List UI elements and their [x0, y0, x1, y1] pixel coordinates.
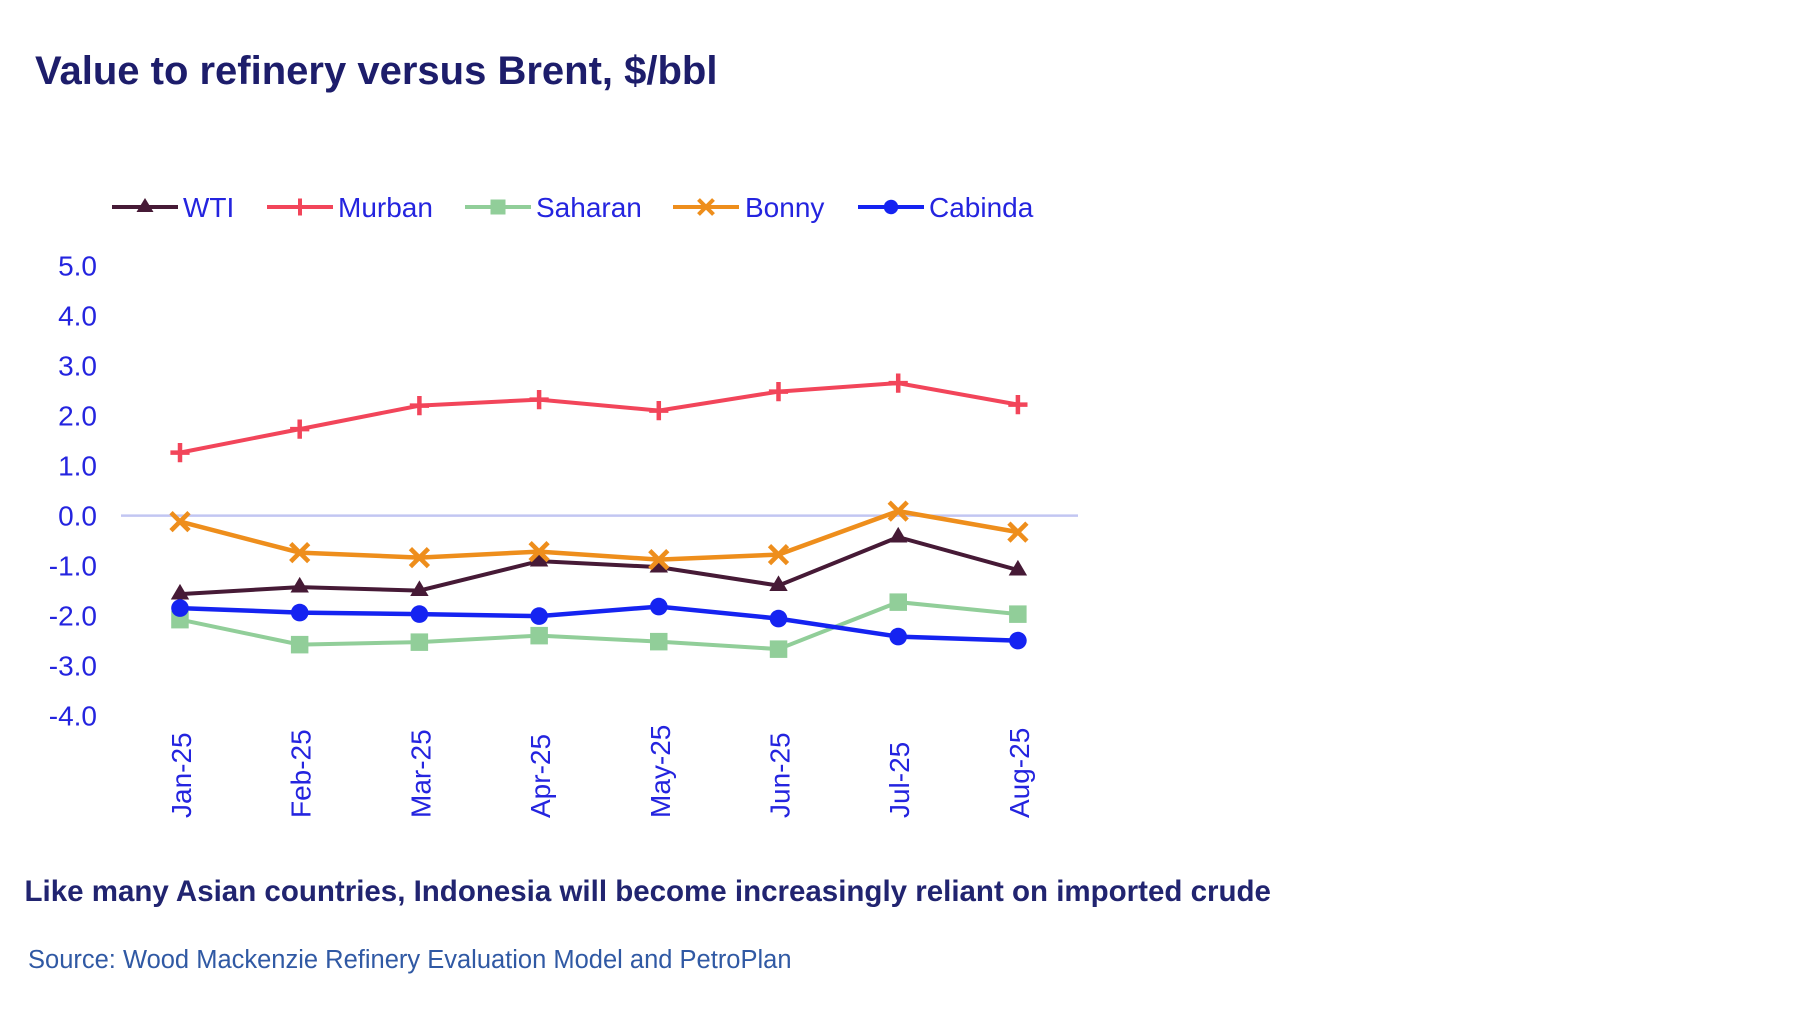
svg-text:-4.0: -4.0: [49, 701, 97, 732]
svg-text:Apr-25: Apr-25: [525, 734, 556, 818]
svg-text:Jun-25: Jun-25: [765, 732, 796, 818]
svg-text:-3.0: -3.0: [49, 651, 97, 682]
svg-text:4.0: 4.0: [58, 301, 97, 332]
svg-text:-1.0: -1.0: [49, 551, 97, 582]
svg-text:May-25: May-25: [645, 725, 676, 818]
svg-text:Bonny: Bonny: [745, 192, 824, 223]
svg-text:Jan-25: Jan-25: [166, 732, 197, 818]
svg-text:Value to refinery versus Brent: Value to refinery versus Brent, $/bbl: [35, 49, 717, 93]
svg-text:WTI: WTI: [183, 192, 234, 223]
svg-text:Cabinda: Cabinda: [929, 192, 1034, 223]
svg-text:Source: Wood Mackenzie Refiner: Source: Wood Mackenzie Refinery Evaluati…: [28, 946, 792, 974]
svg-text:1.0: 1.0: [58, 451, 97, 482]
svg-text:3.0: 3.0: [58, 351, 97, 382]
svg-text:Saharan: Saharan: [536, 192, 642, 223]
svg-text:5.0: 5.0: [58, 251, 97, 282]
svg-text:-2.0: -2.0: [49, 601, 97, 632]
svg-text:Jul-25: Jul-25: [884, 742, 915, 818]
svg-text:Mar-25: Mar-25: [405, 729, 436, 818]
svg-text:Like many Asian countries, Ind: Like many Asian countries, Indonesia wil…: [25, 875, 1271, 908]
svg-text:Murban: Murban: [338, 192, 433, 223]
svg-text:Feb-25: Feb-25: [286, 729, 317, 818]
svg-text:2.0: 2.0: [58, 401, 97, 432]
svg-text:Aug-25: Aug-25: [1004, 728, 1035, 818]
svg-text:0.0: 0.0: [58, 501, 97, 532]
